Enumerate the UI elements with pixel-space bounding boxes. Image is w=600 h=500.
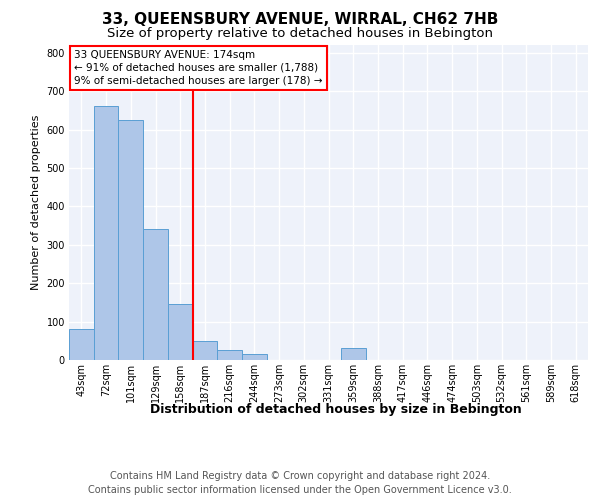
Text: 33, QUEENSBURY AVENUE, WIRRAL, CH62 7HB: 33, QUEENSBURY AVENUE, WIRRAL, CH62 7HB	[102, 12, 498, 28]
Text: 33 QUEENSBURY AVENUE: 174sqm
← 91% of detached houses are smaller (1,788)
9% of : 33 QUEENSBURY AVENUE: 174sqm ← 91% of de…	[74, 50, 323, 86]
Bar	[69, 330, 94, 360]
Bar	[193, 341, 217, 360]
Bar	[242, 354, 267, 360]
Text: Size of property relative to detached houses in Bebington: Size of property relative to detached ho…	[107, 28, 493, 40]
Bar	[118, 120, 143, 360]
Bar	[143, 230, 168, 360]
Bar	[341, 348, 365, 360]
Bar	[217, 350, 242, 360]
Text: Contains HM Land Registry data © Crown copyright and database right 2024.
Contai: Contains HM Land Registry data © Crown c…	[88, 471, 512, 495]
Bar	[94, 106, 118, 360]
Bar	[168, 304, 193, 360]
Y-axis label: Number of detached properties: Number of detached properties	[31, 115, 41, 290]
Text: Distribution of detached houses by size in Bebington: Distribution of detached houses by size …	[150, 402, 522, 415]
